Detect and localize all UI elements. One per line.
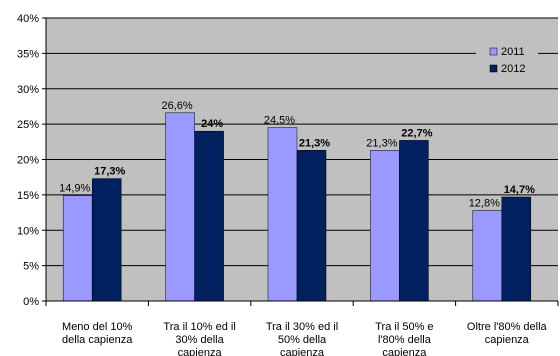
legend-swatch-2012 [489,64,498,73]
data-label-2012-3: 21,3% [299,137,330,149]
data-label-2011-4: 21,3% [366,137,397,149]
data-labels: 14,9% 17,3% 26,6% 24% 24,5% 21,3% 21,3% 22,7% 12… [59,100,535,210]
y-tick-label: 25% [17,119,39,131]
category-label-4: Tra il 50% e l'80% della capienza [375,321,433,356]
y-tick-label: 5% [23,261,39,273]
data-label-2012-4: 22,7% [401,127,432,139]
data-label-2012-5: 14,7% [504,184,535,196]
data-label-2011-1: 14,9% [59,183,90,195]
legend: 2011 2012 [476,42,538,80]
data-label-2011-5: 12,8% [469,197,500,209]
category-label-2: Tra il 10% ed il 30% della capienza [163,321,235,356]
bar-2012-3 [296,150,327,302]
y-tick-label: 10% [17,225,39,237]
bars [62,112,532,302]
bar-2012-2 [194,130,224,302]
y-tick-label: 15% [17,190,39,202]
bar-2012-1 [91,178,122,302]
y-tick-label: 35% [17,48,39,60]
bar-2011-4 [370,150,400,302]
bar-2012-4 [399,140,429,302]
category-label-1: Meno del 10% della capienza [62,321,133,346]
bar-2011-1 [62,195,93,302]
y-tick-label: 40% [17,13,39,25]
bar-2012-5 [501,196,532,302]
y-tick-label: 30% [17,84,39,96]
legend-swatch-2011 [489,47,498,56]
bar-2011-5 [472,210,503,302]
data-label-2012-1: 17,3% [94,166,125,178]
bar-2011-3 [267,127,298,302]
legend-label-2012: 2012 [501,63,525,75]
legend-label-2011: 2011 [501,46,525,58]
y-tick-label: 20% [17,155,39,167]
data-label-2011-3: 24,5% [264,115,295,127]
bar-2011-2 [165,112,195,302]
data-label-2012-2: 24% [201,118,223,130]
data-label-2011-2: 26,6% [161,100,192,112]
category-label-3: Tra il 30% ed il 50% della capienza [266,321,338,356]
legend-box [476,42,538,80]
category-label-5: Oltre l'80% della capienza [467,321,548,346]
y-axis: 0% 5% 10% 15% 20% 25% 30% 35% 40% [17,13,47,308]
x-axis: Meno del 10% della capienza Tra il 10% ed … [45,300,559,356]
y-tick-label: 0% [23,296,39,308]
